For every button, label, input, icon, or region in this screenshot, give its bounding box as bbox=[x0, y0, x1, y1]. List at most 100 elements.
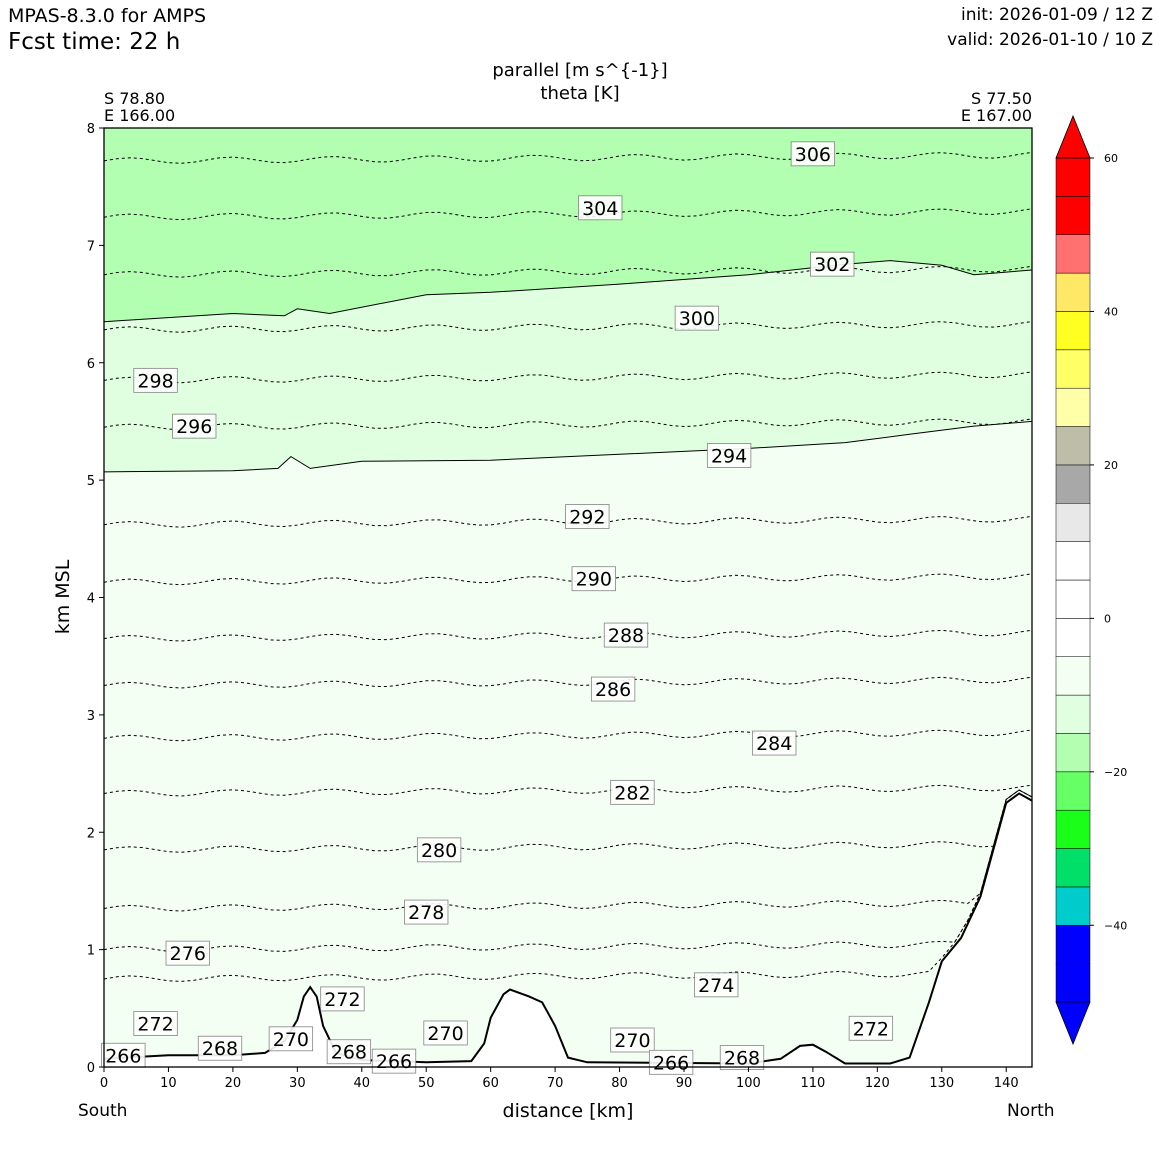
axes: 0 10 20 30 40 50 60 70 80 90 100 110 120 130 140 0 1 2 3 4 5… bbox=[87, 122, 1033, 1091]
y-tick-label: 8 bbox=[87, 122, 95, 137]
theta-contour-label: 266 bbox=[101, 1042, 146, 1068]
theta-contour-label: 272 bbox=[133, 1011, 178, 1036]
colorbar-bin bbox=[1055, 503, 1091, 542]
theta-contour-label-text: 276 bbox=[170, 943, 206, 965]
y-tick-label: 4 bbox=[87, 592, 95, 607]
theta-contour-label: 278 bbox=[404, 899, 449, 925]
colorbar-bin bbox=[1055, 618, 1091, 657]
theta-contour-label-text: 268 bbox=[331, 1042, 367, 1064]
theta-contour-label: 300 bbox=[674, 305, 720, 331]
colorbar-bin bbox=[1055, 925, 1091, 964]
theta-contour-label-text: 296 bbox=[176, 416, 212, 438]
colorbar-bin bbox=[1055, 579, 1091, 619]
colorbar: −40 −20 0 20 40 60 bbox=[1055, 114, 1127, 1046]
chart-title-parallel: parallel [m s^{-1}] bbox=[492, 60, 668, 81]
colorbar-tick-label: 60 bbox=[1104, 152, 1118, 165]
x-tick-label: 40 bbox=[354, 1076, 371, 1091]
start-longitude: E 166.00 bbox=[104, 106, 176, 125]
y-axis-label: km MSL bbox=[52, 559, 74, 634]
start-latitude: S 78.80 bbox=[104, 89, 166, 108]
theta-contour-label-text: 274 bbox=[698, 975, 734, 997]
theta-contour-label: 296 bbox=[172, 413, 217, 439]
theta-contour-label-text: 272 bbox=[324, 989, 360, 1011]
theta-contour-label: 272 bbox=[320, 986, 365, 1012]
model-title: MPAS-8.3.0 for AMPS bbox=[8, 5, 207, 27]
theta-contour-label-text: 268 bbox=[202, 1038, 238, 1060]
end-latitude: S 77.50 bbox=[970, 89, 1032, 108]
colorbar-tick-label: 20 bbox=[1104, 459, 1118, 472]
theta-contour-label: 270 bbox=[423, 1020, 468, 1046]
theta-contour-label: 302 bbox=[810, 251, 855, 277]
colorbar-bin bbox=[1055, 426, 1091, 466]
theta-contour-label-text: 302 bbox=[814, 254, 850, 276]
terrain-outline bbox=[103, 792, 1033, 1065]
colorbar-bin bbox=[1055, 541, 1091, 581]
colorbar-tick-label: 0 bbox=[1104, 612, 1111, 625]
theta-contour-label-text: 270 bbox=[427, 1023, 463, 1045]
theta-contour-label: 292 bbox=[565, 504, 610, 529]
colorbar-bin bbox=[1055, 157, 1091, 197]
x-tick-label: 20 bbox=[225, 1076, 242, 1091]
wind-contour-line bbox=[103, 420, 1033, 473]
theta-contour-label-text: 278 bbox=[408, 902, 444, 924]
theta-contour-label-text: 300 bbox=[679, 308, 715, 330]
colorbar-bin bbox=[1055, 387, 1091, 427]
colorbar-bin bbox=[1055, 886, 1091, 926]
colorbar-bin bbox=[1055, 694, 1091, 734]
theta-contour-label-text: 304 bbox=[582, 198, 618, 220]
theta-contour-label-text: 288 bbox=[608, 625, 644, 647]
colorbar-bin bbox=[1055, 234, 1091, 274]
theta-contour-label-text: 268 bbox=[724, 1048, 760, 1070]
theta-contour-label: 284 bbox=[752, 730, 797, 756]
colorbar-bin bbox=[1055, 733, 1091, 773]
theta-contour-label: 290 bbox=[571, 566, 616, 592]
x-tick-label: 130 bbox=[929, 1076, 954, 1091]
colorbar-extend-bottom bbox=[1055, 1001, 1091, 1046]
theta-contour-label: 268 bbox=[197, 1035, 243, 1061]
theta-contour-label: 266 bbox=[371, 1048, 417, 1074]
chart-title-theta: theta [K] bbox=[540, 83, 620, 104]
theta-contour-label: 286 bbox=[590, 676, 636, 702]
theta-contour-label-text: 284 bbox=[756, 733, 792, 755]
init-time: init: 2026-01-09 / 12 Z bbox=[960, 5, 1153, 25]
colorbar-bin bbox=[1055, 963, 1091, 1003]
colorbar-bin bbox=[1055, 771, 1091, 811]
theta-contour-label-text: 266 bbox=[653, 1052, 689, 1074]
theta-contour-label-text: 280 bbox=[421, 840, 457, 862]
theta-contour-label: 280 bbox=[416, 837, 462, 863]
x-tick-label: 50 bbox=[418, 1076, 435, 1091]
colorbar-bin bbox=[1055, 349, 1091, 389]
theta-contour-label-text: 272 bbox=[137, 1014, 173, 1036]
colorbar-extend-top bbox=[1055, 114, 1091, 159]
x-tick-label: 110 bbox=[800, 1076, 825, 1091]
theta-contour-label-text: 282 bbox=[614, 782, 650, 804]
theta-contour-label: 288 bbox=[603, 622, 649, 648]
theta-contour-label: 306 bbox=[790, 141, 836, 167]
theta-contour-label-text: 270 bbox=[273, 1029, 309, 1051]
theta-contour-label-text: 266 bbox=[376, 1051, 412, 1073]
north-label: North bbox=[1007, 1101, 1055, 1121]
x-axis-label: distance [km] bbox=[503, 1100, 634, 1122]
x-tick-label: 90 bbox=[676, 1076, 693, 1091]
theta-contour-label-text: 292 bbox=[569, 507, 605, 529]
colorbar-tick-label: −40 bbox=[1104, 919, 1127, 932]
terrain-fill bbox=[104, 793, 1032, 1067]
theta-contour-label-text: 286 bbox=[595, 679, 631, 701]
theta-contour-label-text: 266 bbox=[105, 1045, 141, 1067]
y-tick-label: 2 bbox=[87, 826, 95, 841]
y-tick-label: 1 bbox=[87, 944, 95, 959]
valid-time: valid: 2026-01-10 / 10 Z bbox=[947, 30, 1153, 50]
wind-contour-line bbox=[103, 260, 1033, 323]
x-tick-label: 0 bbox=[100, 1076, 108, 1091]
colorbar-bin bbox=[1055, 656, 1091, 696]
x-tick-label: 60 bbox=[482, 1076, 499, 1091]
y-tick-label: 6 bbox=[87, 357, 95, 372]
theta-contour-label: 274 bbox=[694, 972, 739, 998]
south-label: South bbox=[78, 1101, 128, 1121]
theta-contour-label: 304 bbox=[578, 195, 623, 221]
theta-contour-label-text: 270 bbox=[614, 1030, 650, 1052]
theta-contour-label: 270 bbox=[268, 1026, 314, 1052]
y-tick-label: 5 bbox=[87, 474, 95, 489]
colorbar-tick-label: 40 bbox=[1104, 305, 1118, 318]
